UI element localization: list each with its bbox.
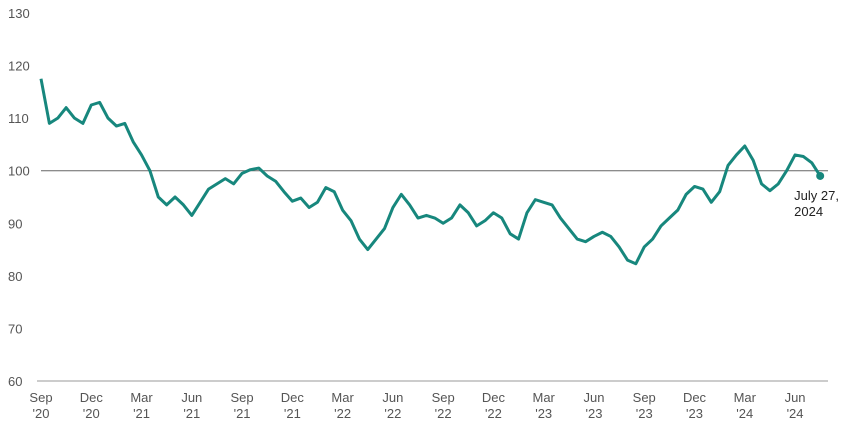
x-tick-label: Jun '21 [181, 390, 202, 421]
x-tick-label: Jun '23 [583, 390, 604, 421]
y-tick-label: 130 [8, 6, 30, 21]
y-tick-label: 110 [8, 111, 29, 126]
y-tick-label: 70 [8, 321, 22, 336]
x-tick-label: Jun '24 [785, 390, 806, 421]
annotation: July 27, 2024 [794, 188, 839, 219]
x-tick-label: Dec '22 [482, 390, 506, 421]
x-tick-label: Sep '22 [432, 390, 455, 421]
x-tick-label: Mar '21 [130, 390, 153, 421]
x-tick-label: Mar '24 [734, 390, 757, 421]
y-tick-label: 120 [8, 59, 30, 74]
x-tick-label: Dec '21 [281, 390, 305, 421]
x-tick-label: Jun '22 [382, 390, 403, 421]
y-tick-label: 90 [8, 216, 22, 231]
y-tick-label: 60 [8, 374, 22, 389]
y-tick-label: 80 [8, 269, 22, 284]
x-tick-label: Sep '21 [231, 390, 254, 421]
x-tick-label: Sep '23 [633, 390, 656, 421]
end-point [816, 171, 825, 180]
x-tick-label: Sep '20 [29, 390, 52, 421]
x-tick-label: Dec '23 [683, 390, 707, 421]
x-tick-label: Dec '20 [80, 390, 104, 421]
x-tick-label: Mar '22 [331, 390, 354, 421]
line [39, 78, 822, 266]
x-tick-label: Mar '23 [533, 390, 556, 421]
y-tick-label: 100 [8, 164, 30, 179]
